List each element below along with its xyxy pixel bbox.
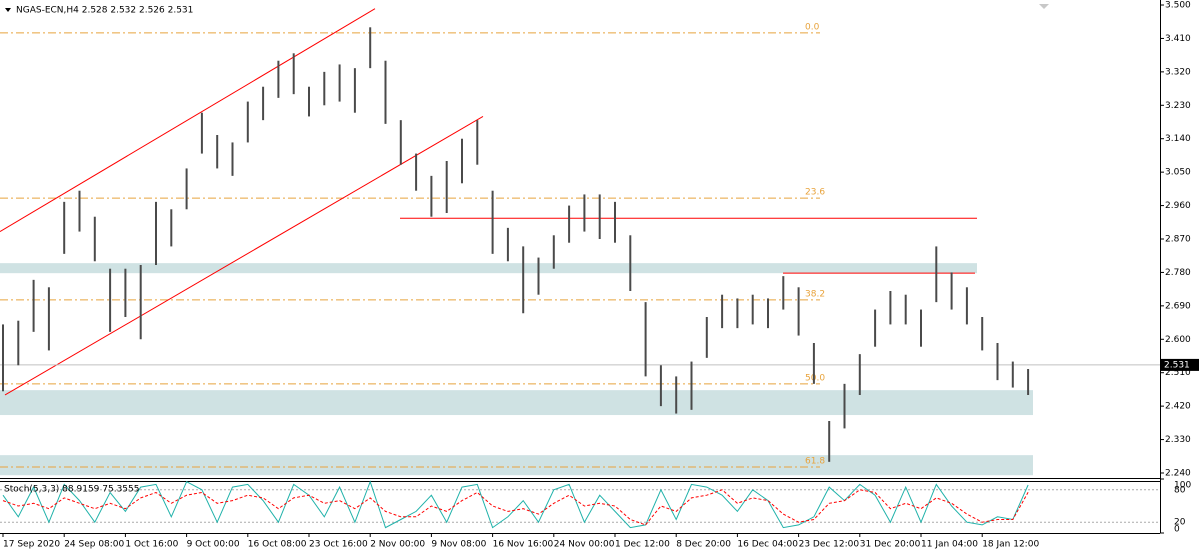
x-tick-label: 31 Dec 20:00	[860, 540, 921, 550]
y-tick-label: 2.690	[1165, 301, 1191, 311]
indicator-title: Stoch(5,3,3) 88.9159 75.3555	[4, 485, 139, 495]
channel-line	[4, 116, 484, 396]
support-zone	[0, 455, 1033, 476]
channel-line	[0, 8, 376, 233]
support-zone	[0, 263, 977, 274]
y-tick-label: 3.140	[1165, 134, 1191, 144]
x-tick-label: 8 Dec 20:00	[676, 540, 731, 550]
x-tick-label: 2 Nov 00:00	[370, 540, 425, 550]
x-tick-label: 16 Nov 16:00	[493, 540, 554, 550]
x-tick-label: 24 Nov 00:00	[554, 540, 615, 550]
y-tick-label: 20	[1174, 518, 1186, 528]
stochastic-line	[2, 480, 1029, 529]
y-tick-label: 2.240	[1165, 468, 1191, 478]
x-tick-label: 1 Oct 16:00	[125, 540, 178, 550]
stochastic-line	[2, 489, 1029, 526]
y-tick-label: 80	[1174, 485, 1186, 495]
x-tick-label: 9 Oct 00:00	[187, 540, 240, 550]
fib-label: 0.0	[805, 22, 820, 32]
x-tick-label: 11 Jan 04:00	[921, 540, 978, 550]
y-tick-label: 100	[1174, 481, 1191, 491]
y-tick-label: 2.600	[1165, 335, 1191, 345]
symbol-menu-icon[interactable]	[5, 8, 11, 12]
chart-title: NGAS-ECN,H4 2.528 2.532 2.526 2.531	[16, 6, 193, 16]
y-tick-label: 3.320	[1165, 67, 1191, 77]
fib-label: 50.0	[805, 373, 825, 383]
x-tick-label: 16 Dec 04:00	[737, 540, 798, 550]
y-tick-label: 2.510	[1165, 368, 1191, 378]
y-tick-label: 2.780	[1165, 268, 1191, 278]
y-tick-label: 2.960	[1165, 201, 1191, 211]
x-tick-label: 17 Sep 2020	[3, 540, 60, 550]
x-tick-label: 1 Dec 12:00	[615, 540, 670, 550]
y-tick-label: 3.050	[1165, 168, 1191, 178]
x-tick-label: 23 Dec 12:00	[799, 540, 860, 550]
y-tick-label: 3.500	[1165, 1, 1191, 11]
x-tick-label: 24 Sep 08:00	[64, 540, 124, 550]
y-tick-label: 0	[1174, 525, 1180, 535]
last-price-label: 2.531	[1164, 360, 1190, 370]
y-tick-label: 2.420	[1165, 402, 1191, 412]
y-tick-label: 3.230	[1165, 101, 1191, 111]
x-tick-label: 23 Oct 16:00	[309, 540, 368, 550]
support-zone	[0, 390, 1033, 416]
x-tick-label: 18 Jan 12:00	[982, 540, 1039, 550]
y-tick-label: 2.870	[1165, 235, 1191, 245]
y-tick-label: 2.330	[1165, 435, 1191, 445]
y-tick-label: 3.410	[1165, 34, 1191, 44]
fib-label: 23.6	[805, 188, 825, 198]
fib-label: 38.2	[805, 289, 825, 299]
scroll-marker	[1039, 4, 1049, 9]
last-price-box	[1161, 358, 1199, 371]
x-tick-label: 16 Oct 08:00	[248, 540, 307, 550]
x-tick-label: 9 Nov 08:00	[431, 540, 486, 550]
fib-label: 61.8	[805, 457, 825, 467]
